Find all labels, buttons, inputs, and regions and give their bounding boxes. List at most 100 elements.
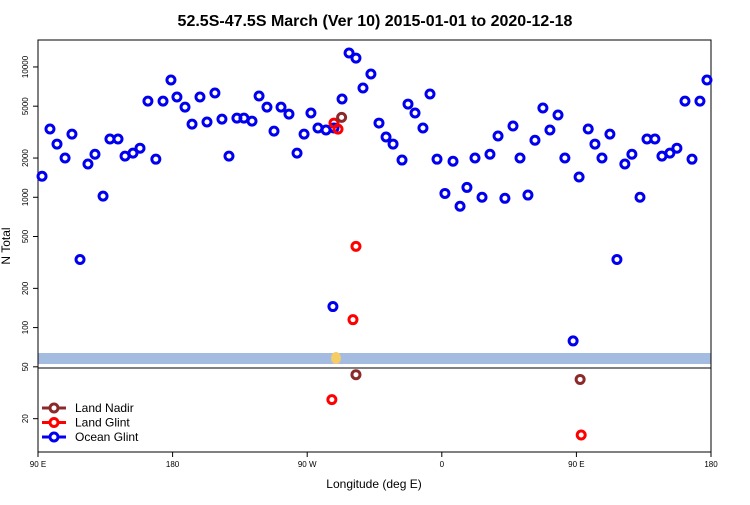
point [112, 133, 124, 145]
point [514, 152, 526, 164]
point [559, 152, 571, 164]
point [350, 240, 362, 252]
x-tick-label: 90 W [298, 460, 317, 469]
point [537, 102, 549, 114]
point [332, 123, 344, 135]
point [246, 115, 258, 127]
point [51, 138, 63, 150]
point [484, 148, 496, 160]
point [66, 128, 78, 140]
point [552, 109, 564, 121]
point [89, 148, 101, 160]
point [127, 147, 139, 159]
point [343, 47, 355, 59]
legend-marker [48, 402, 60, 414]
point [179, 101, 191, 113]
point [626, 148, 638, 160]
x-tick-label: 180 [704, 460, 718, 469]
y-tick-label: 1000 [21, 188, 30, 206]
map-land [331, 352, 341, 364]
y-tick-label: 2000 [21, 149, 30, 167]
point [589, 138, 601, 150]
point [439, 187, 451, 199]
point [454, 200, 466, 212]
legend-label: Land Nadir [75, 401, 134, 415]
point [671, 142, 683, 154]
point [201, 116, 213, 128]
point [619, 158, 631, 170]
point [223, 150, 235, 162]
plot-frame [37, 39, 712, 453]
y-tick-label: 10000 [21, 55, 30, 78]
point [573, 171, 585, 183]
point [499, 192, 511, 204]
y-tick-label: 200 [21, 281, 30, 295]
point [209, 87, 221, 99]
point [157, 95, 169, 107]
point [357, 82, 369, 94]
point [396, 154, 408, 166]
point [544, 124, 556, 136]
point [165, 74, 177, 86]
point [44, 123, 56, 135]
point [283, 108, 295, 120]
point [291, 147, 303, 159]
point [522, 189, 534, 201]
point [350, 369, 362, 381]
point [194, 91, 206, 103]
point [186, 118, 198, 130]
point [604, 128, 616, 140]
point [567, 335, 579, 347]
point [529, 134, 541, 146]
point [261, 101, 273, 113]
x-axis-label: Longitude (deg E) [326, 477, 421, 491]
point [469, 152, 481, 164]
point [634, 191, 646, 203]
point [36, 170, 48, 182]
point [59, 152, 71, 164]
point [701, 74, 713, 86]
point [336, 111, 348, 123]
point [574, 373, 586, 385]
y-axis-label: N Total [0, 227, 13, 264]
chart-title: 52.5S-47.5S March (Ver 10) 2015-01-01 to… [178, 13, 573, 30]
point [679, 95, 691, 107]
point [417, 122, 429, 134]
y-tick-label: 50 [21, 362, 30, 371]
point [347, 314, 359, 326]
point [611, 254, 623, 266]
point [686, 153, 698, 165]
point [664, 147, 676, 159]
point [387, 138, 399, 150]
point [431, 153, 443, 165]
point [150, 153, 162, 165]
point [275, 101, 287, 113]
y-tick-label: 100 [21, 320, 30, 334]
y-tick-label: 20 [21, 414, 30, 423]
point [134, 142, 146, 154]
legend-marker [48, 431, 60, 443]
point [373, 117, 385, 129]
point [409, 107, 421, 119]
legend-label: Land Glint [75, 416, 130, 430]
point [305, 107, 317, 119]
point [507, 120, 519, 132]
point [447, 155, 459, 167]
legend-marker [48, 417, 60, 428]
point [424, 88, 436, 100]
x-tick-label: 90 E [568, 460, 584, 469]
legend-label: Ocean Glint [75, 430, 139, 444]
point [74, 254, 86, 266]
point [142, 95, 154, 107]
point [575, 429, 587, 441]
point [298, 128, 310, 140]
x-tick-label: 0 [440, 460, 445, 469]
point [171, 91, 183, 103]
y-tick-label: 500 [21, 229, 30, 243]
point [216, 113, 228, 125]
point [492, 130, 504, 142]
point [268, 125, 280, 137]
